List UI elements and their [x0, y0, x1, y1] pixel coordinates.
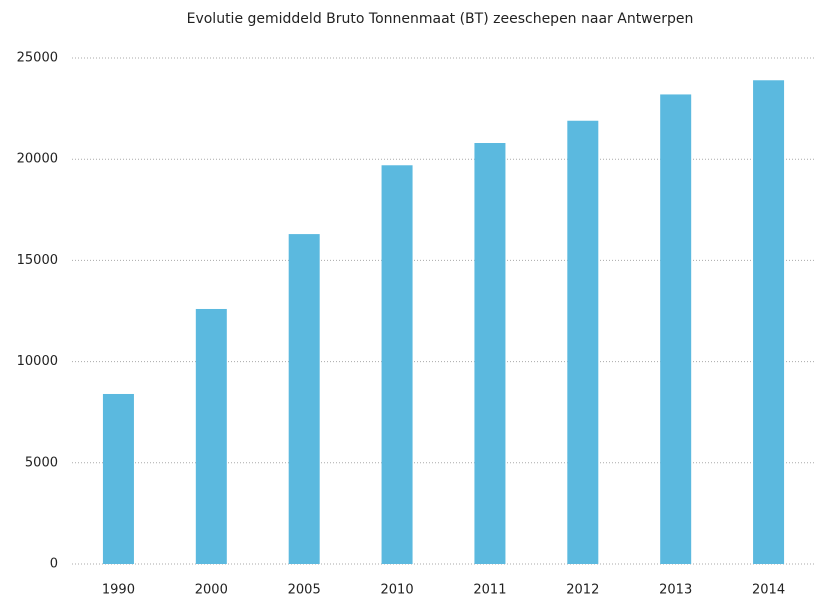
chart-title: Evolutie gemiddeld Bruto Tonnenmaat (BT)…	[187, 11, 694, 27]
bar	[288, 234, 320, 564]
x-tick-label: 1990	[102, 583, 135, 598]
x-tick-label: 2010	[381, 583, 414, 598]
x-tick-label: 2012	[566, 583, 599, 598]
bar	[381, 165, 413, 564]
x-tick-label: 2000	[195, 583, 228, 598]
bar	[474, 143, 506, 564]
y-tick-label: 10000	[17, 354, 58, 369]
x-tick-label: 2013	[659, 583, 692, 598]
y-tick-label: 20000	[17, 152, 58, 167]
x-tick-label: 2014	[752, 583, 785, 598]
bar	[102, 393, 134, 564]
bar	[753, 80, 785, 564]
bar	[567, 120, 599, 564]
bar	[660, 94, 692, 564]
x-tick-label: 2011	[473, 583, 506, 598]
y-tick-label: 25000	[17, 51, 58, 66]
x-tick-label: 2005	[288, 583, 321, 598]
y-tick-label: 0	[50, 557, 58, 572]
bar	[195, 308, 227, 564]
y-tick-label: 5000	[25, 455, 58, 470]
y-tick-label: 15000	[17, 253, 58, 268]
